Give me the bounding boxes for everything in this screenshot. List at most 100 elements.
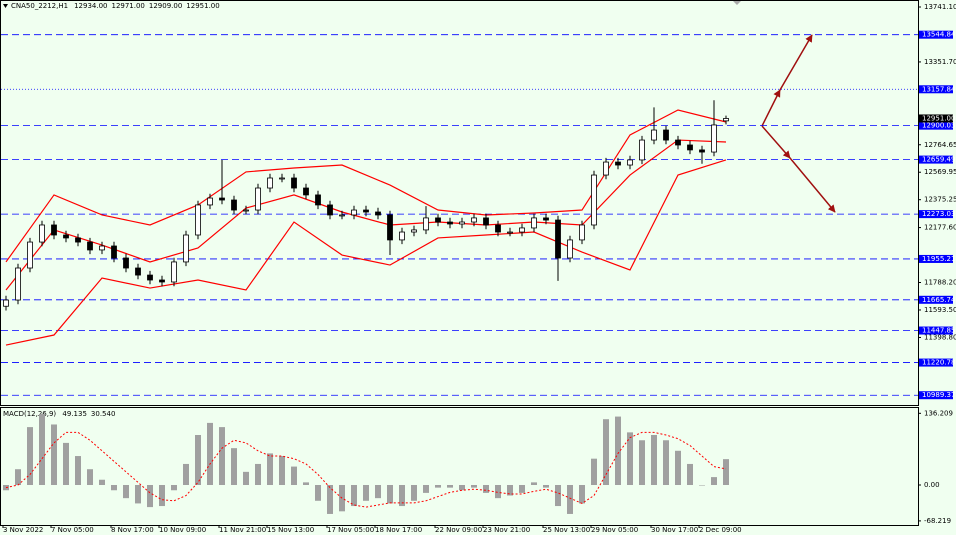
x-tick-label: 11 Nov 21:00	[219, 526, 266, 534]
candle-body	[99, 245, 105, 251]
macd-bar	[699, 485, 705, 486]
macd-bar	[111, 485, 117, 491]
candle-body	[135, 267, 141, 276]
candle-body	[615, 161, 621, 166]
candle-body	[471, 217, 477, 223]
x-tick-label: 10 Nov 09:00	[159, 526, 206, 534]
macd-bar	[147, 485, 153, 508]
candle-body	[591, 174, 597, 226]
macd-bar	[243, 471, 249, 485]
candle-body	[303, 187, 309, 196]
level-label-box	[919, 210, 953, 219]
macd-bar	[291, 466, 297, 485]
macd-bar	[363, 485, 369, 501]
header-value: 12934.00	[74, 2, 107, 10]
candle-body	[711, 124, 717, 153]
price-marker-label: 12951.00	[922, 114, 955, 122]
candle-body	[687, 144, 693, 151]
candle-body	[423, 217, 429, 231]
macd-bar	[675, 450, 681, 485]
x-tick-label: 23 Nov 21:00	[483, 526, 530, 534]
macd-pane	[0, 407, 919, 526]
macd-bar	[255, 463, 261, 485]
candle-body	[495, 224, 501, 233]
level-label: 10989.37	[922, 391, 955, 399]
candle-body	[111, 245, 117, 259]
macd-bar	[411, 485, 417, 501]
candle-body	[483, 217, 489, 226]
candle-body	[459, 221, 465, 225]
level-label: 12900.03	[922, 122, 955, 130]
candle-body	[75, 237, 81, 243]
macd-bar	[15, 469, 21, 485]
y-tick-label: 12764.65	[924, 141, 956, 149]
candle-body	[639, 139, 645, 161]
macd-bar	[387, 485, 393, 504]
y-tick-label: 12177.60	[924, 224, 956, 232]
header-value: 12909.00	[149, 2, 182, 10]
bollinger-middle	[5, 139, 727, 291]
x-tick-label: 22 Nov 09:00	[435, 526, 482, 534]
macd-bar	[423, 485, 429, 493]
header-value: 12951.00	[186, 2, 219, 10]
macd-bar	[723, 459, 729, 485]
y-tick-label: 11398.80	[924, 333, 956, 341]
y-tick-label: 136.209	[924, 409, 953, 417]
macd-bar	[123, 485, 129, 499]
candle-body	[531, 217, 537, 229]
macd-bar	[627, 432, 633, 485]
macd-bar	[39, 413, 45, 485]
candle-body	[267, 177, 273, 189]
level-label-box	[919, 85, 953, 94]
macd-bar	[51, 424, 57, 485]
header: CNA50_2212,H1 MACD(12,26,9)	[3, 2, 68, 418]
candle-body	[159, 279, 165, 283]
candle-body	[627, 159, 633, 166]
macd-bar	[687, 463, 693, 485]
macd-bar	[231, 448, 237, 485]
macd-bar	[159, 485, 165, 507]
candle-body	[231, 199, 237, 211]
price-pane	[0, 0, 919, 406]
macd-bar	[555, 485, 561, 507]
candle-body	[399, 231, 405, 241]
macd-bar	[87, 469, 93, 485]
y-tick-label: 12375.25	[924, 196, 956, 204]
x-tick-label: 3 Nov 2022	[3, 526, 43, 534]
candle-body	[3, 299, 9, 307]
y-tick-label: 13351.70	[924, 58, 956, 66]
level-label-box	[919, 121, 953, 130]
level-label-box	[919, 295, 953, 304]
macd-bar	[483, 485, 489, 493]
candle-body	[195, 204, 201, 236]
candle-body	[555, 219, 561, 259]
candle-body	[375, 211, 381, 216]
macd-bar	[135, 485, 141, 504]
macd-bar	[459, 485, 465, 491]
header-value: 49.135	[62, 410, 87, 418]
macd-bar	[183, 463, 189, 485]
macd-bar	[27, 427, 33, 485]
y-tick-label: 13741.10	[924, 3, 956, 11]
candle-body	[651, 129, 657, 141]
level-label: 11447.85	[922, 327, 955, 335]
candle-body	[411, 229, 417, 233]
level-label-box	[919, 254, 953, 263]
candle-body	[663, 129, 669, 141]
candle-body	[15, 267, 21, 301]
candle-body	[327, 204, 333, 216]
macd-bar	[207, 422, 213, 485]
candle-body	[339, 214, 345, 217]
x-tick-label: 18 Nov 17:00	[375, 526, 422, 534]
macd-bar	[543, 485, 549, 488]
candle-body	[87, 241, 93, 251]
candle-body	[207, 197, 213, 206]
macd-bar	[315, 485, 321, 501]
macd-bar	[603, 419, 609, 485]
level-label-box	[919, 326, 953, 335]
candle-body	[387, 214, 393, 241]
level-label-box	[919, 155, 953, 164]
y-tick-label: 0.00	[924, 481, 940, 489]
macd-bar	[507, 485, 513, 496]
